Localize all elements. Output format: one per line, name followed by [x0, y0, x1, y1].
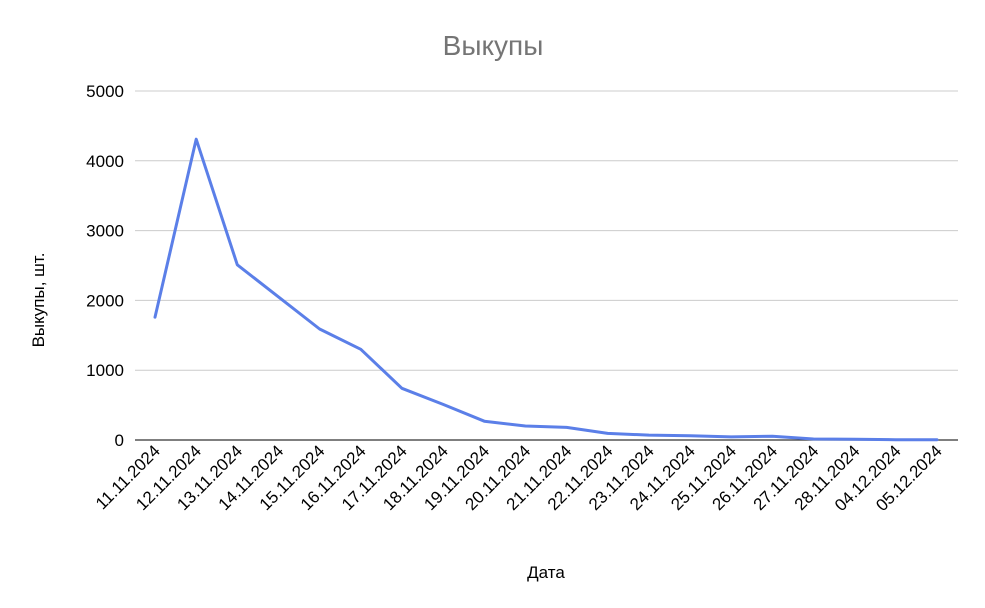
series [153, 137, 939, 442]
y-tick-label: 5000 [86, 82, 124, 101]
y-axis-ticks: 0 1000 2000 3000 4000 5000 [86, 82, 124, 450]
chart-title: Выкупы [443, 30, 544, 61]
y-tick-label: 2000 [86, 291, 124, 310]
y-tick-label: 0 [115, 431, 124, 450]
y-tick-label: 4000 [86, 152, 124, 171]
y-axis-label: Выкупы, шт. [29, 253, 48, 348]
series-line [153, 137, 939, 442]
y-tick-label: 3000 [86, 222, 124, 241]
x-axis-label: Дата [527, 563, 565, 582]
x-axis-ticks: 11.11.202412.11.202413.11.202414.11.2024… [92, 441, 946, 515]
gridlines [135, 90, 958, 371]
y-tick-label: 1000 [86, 361, 124, 380]
